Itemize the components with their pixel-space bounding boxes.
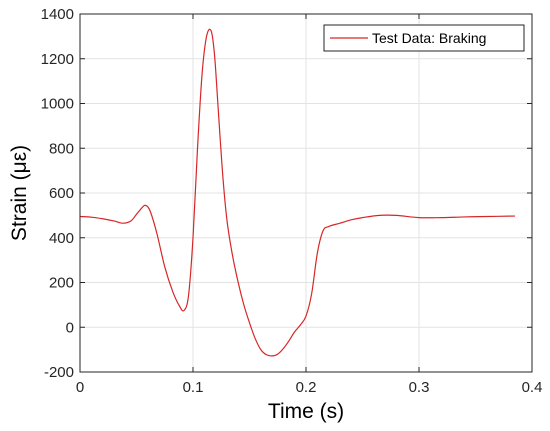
x-tick-label: 0.4 [522, 379, 543, 396]
y-tick-label: 400 [49, 230, 74, 247]
y-tick-label: 0 [66, 319, 74, 336]
series-layer [79, 28, 516, 357]
x-tick-label: 0 [76, 379, 84, 396]
y-tick-label: 200 [49, 275, 74, 292]
grid [80, 14, 532, 372]
legend: Test Data: Braking [323, 24, 525, 52]
y-tick-label: -200 [44, 364, 74, 381]
x-tick-label: 0.3 [409, 379, 430, 396]
legend-label: Test Data: Braking [372, 30, 486, 46]
x-axis-label: Time (s) [268, 400, 344, 423]
y-axis-label: Strain (με) [8, 145, 31, 241]
y-tick-label: 1000 [41, 96, 74, 113]
y-tick-label: 1400 [41, 6, 74, 23]
y-tick-label: 1200 [41, 51, 74, 68]
series-line [79, 28, 516, 357]
ticks: 0 0.1 0.2 0.3 0.4-20002004006008001000120014… [41, 6, 543, 396]
x-tick-label: 0.1 [183, 379, 204, 396]
y-tick-label: 800 [49, 140, 74, 157]
y-tick-label: 600 [49, 185, 74, 202]
x-tick-label: 0.2 [296, 379, 317, 396]
